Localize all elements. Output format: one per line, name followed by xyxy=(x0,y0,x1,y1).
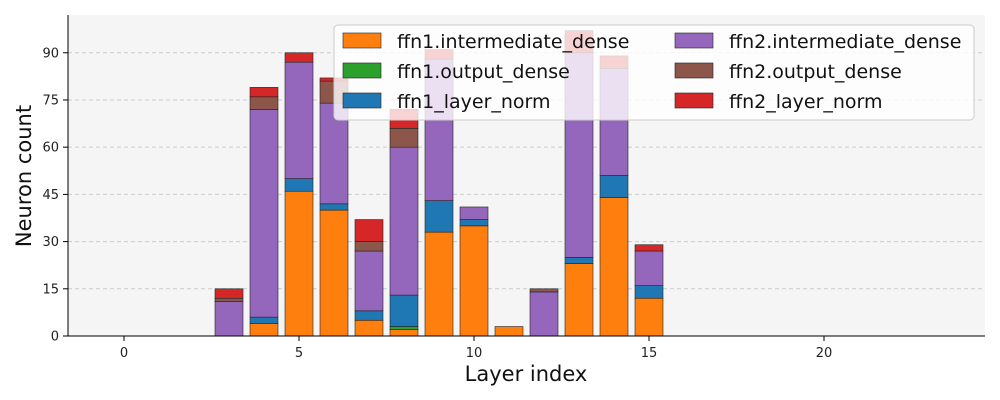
bar-layer-7-series-5 xyxy=(354,219,384,242)
bar-layer-7-series-2 xyxy=(354,310,384,321)
legend-swatch-5 xyxy=(674,92,714,109)
legend-label-3: ffn2.intermediate_dense xyxy=(729,31,961,53)
y-ticks: 0 15 30 45 60 75 90 xyxy=(42,46,68,345)
bar-layer-8-series-4 xyxy=(389,127,419,148)
legend-swatch-0 xyxy=(342,32,382,49)
legend-label-5: ffn2_layer_norm xyxy=(729,91,883,113)
y-tick-label-15: 15 xyxy=(42,282,59,297)
legend-label-0: ffn1.intermediate_dense xyxy=(397,31,629,53)
y-tick-label-0: 0 xyxy=(51,330,59,345)
bar-layer-15-series-2 xyxy=(634,285,664,299)
bar-layer-10-series-3 xyxy=(459,206,489,220)
legend-label-4: ffn2.output_dense xyxy=(729,61,902,83)
y-axis-label: Neuron count xyxy=(12,105,36,247)
bar-layer-3-series-4 xyxy=(214,297,244,302)
bars xyxy=(214,30,664,337)
bar-layer-13-series-2 xyxy=(564,257,594,264)
legend-swatch-4 xyxy=(674,62,714,79)
x-tick-label-20: 20 xyxy=(816,346,833,361)
legend-swatch-3 xyxy=(674,32,714,49)
x-tick-label-10: 10 xyxy=(466,346,483,361)
bar-layer-15-series-0 xyxy=(634,297,664,337)
legend-frame xyxy=(333,24,975,121)
legend-label-2: ffn1_layer_norm xyxy=(397,91,551,113)
x-ticks: 0 5 10 15 20 xyxy=(120,336,832,361)
y-tick-label-30: 30 xyxy=(42,235,59,250)
y-tick-label-45: 45 xyxy=(42,188,59,203)
bar-layer-4-series-2 xyxy=(249,316,279,324)
bar-layer-5-series-3 xyxy=(284,61,314,179)
bar-layer-15-series-5 xyxy=(634,244,664,252)
bar-layer-12-series-4 xyxy=(529,288,559,293)
bar-layer-3-series-5 xyxy=(214,288,244,299)
legend-label-1: ffn1.output_dense xyxy=(397,61,570,83)
bar-layer-11-series-0 xyxy=(494,326,524,337)
bar-layer-5-series-0 xyxy=(284,190,314,337)
bar-layer-14-series-0 xyxy=(599,197,629,337)
bar-layer-4-series-3 xyxy=(249,109,279,318)
bar-layer-13-series-0 xyxy=(564,263,594,337)
x-axis-label: Layer index xyxy=(465,362,588,386)
bar-layer-8-series-2 xyxy=(389,294,419,327)
bar-layer-7-series-3 xyxy=(354,250,384,312)
y-tick-label-90: 90 xyxy=(42,46,59,61)
legend-swatch-1 xyxy=(342,62,382,79)
x-tick-label-15: 15 xyxy=(641,346,658,361)
bar-layer-14-series-2 xyxy=(599,175,629,198)
bar-layer-4-series-5 xyxy=(249,87,279,98)
bar-layer-8-series-1 xyxy=(389,326,419,331)
bar-layer-12-series-3 xyxy=(529,291,559,337)
bar-layer-6-series-0 xyxy=(319,209,349,337)
x-tick-label-0: 0 xyxy=(120,346,128,361)
bar-layer-10-series-0 xyxy=(459,225,489,337)
bar-layer-7-series-0 xyxy=(354,319,384,337)
bar-layer-4-series-4 xyxy=(249,96,279,110)
axes xyxy=(67,15,985,337)
bar-layer-6-series-2 xyxy=(319,203,349,211)
bar-layer-7-series-4 xyxy=(354,241,384,252)
y-tick-label-60: 60 xyxy=(42,141,59,156)
bar-layer-15-series-3 xyxy=(634,250,664,286)
legend: ffn1.intermediate_dense ffn1.output_dense… xyxy=(333,24,975,121)
x-tick-label-5: 5 xyxy=(295,346,303,361)
bar-layer-3-series-3 xyxy=(214,301,244,337)
bar-layer-8-series-3 xyxy=(389,146,419,296)
bar-layer-4-series-0 xyxy=(249,323,279,337)
bar-layer-10-series-2 xyxy=(459,219,489,227)
bar-layer-8-series-0 xyxy=(389,329,419,337)
bar-layer-9-series-2 xyxy=(424,200,454,233)
bar-layer-9-series-0 xyxy=(424,231,454,337)
y-tick-label-75: 75 xyxy=(42,93,59,108)
bar-layer-5-series-2 xyxy=(284,178,314,192)
legend-swatch-2 xyxy=(342,92,382,109)
bar-layer-5-series-5 xyxy=(284,52,314,63)
